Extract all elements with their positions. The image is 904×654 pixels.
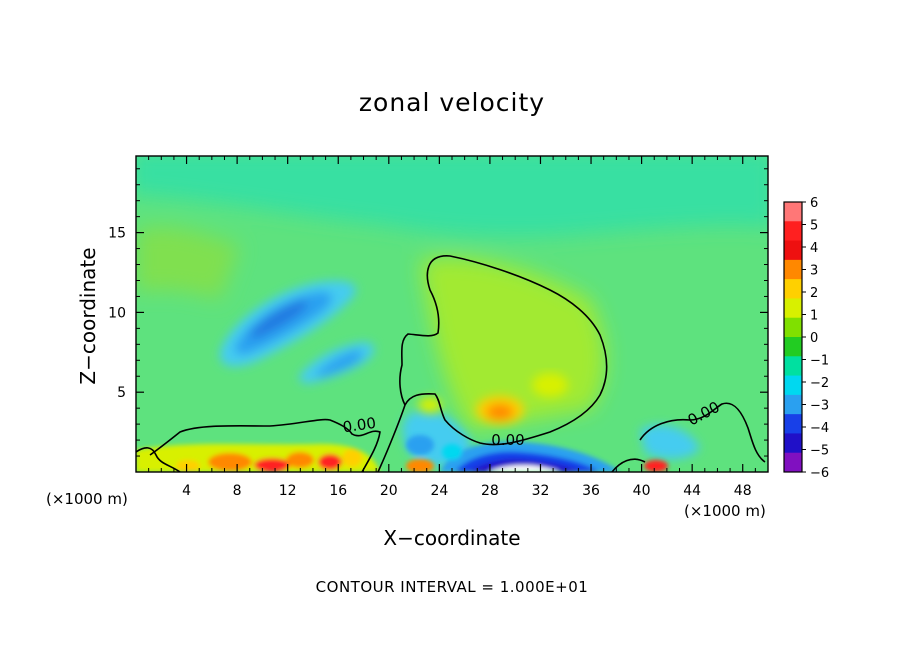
contour-label: 0.00 [342, 414, 378, 436]
x-tick-label: 36 [582, 483, 600, 499]
colorbar: 6 5 4 3 2 1 0 −1 −2 −3 −4 −5 −6 [783, 196, 829, 481]
x-tick-label: 40 [633, 483, 651, 499]
colorbar-swatch [784, 375, 802, 396]
x-tick-label: 28 [481, 483, 499, 499]
colorbar-swatch [784, 240, 802, 261]
colorbar-label: −1 [810, 354, 829, 369]
x-tick-label: 16 [329, 483, 347, 499]
y-tick-label: 5 [117, 385, 126, 401]
z-unit-label: (×1000 m) [46, 490, 128, 508]
colorbar-swatch [784, 279, 802, 299]
x-tick-label: 12 [279, 483, 297, 499]
colorbar-label: 3 [810, 264, 818, 279]
colorbar-swatch [784, 337, 802, 357]
x-tick-label: 48 [734, 483, 752, 499]
colorbar-swatch [784, 452, 802, 473]
colorbar-label: −3 [810, 399, 829, 414]
x-unit-label: (×1000 m) [684, 502, 766, 520]
y-tick-label: 10 [108, 305, 126, 321]
x-tick-label: 4 [182, 483, 191, 499]
x-axis-label: X−coordinate [383, 526, 521, 550]
y-tick-label: 15 [108, 226, 126, 242]
positive-highlights [418, 373, 568, 424]
colorbar-label: 1 [810, 309, 818, 324]
upper-band [136, 156, 768, 430]
x-tick-label: 24 [430, 483, 448, 499]
colorbar-label: 5 [810, 219, 818, 234]
colorbar-swatch [784, 414, 802, 434]
colorbar-label: 2 [810, 286, 818, 301]
colorbar-label: 6 [810, 196, 818, 211]
colorbar-label: −2 [810, 376, 829, 391]
contour-line-2 [377, 255, 608, 472]
contour-line-5 [611, 458, 646, 472]
contour-line-3 [639, 402, 766, 463]
chart-title: zonal velocity [358, 88, 546, 117]
x-tick-label: 32 [532, 483, 550, 499]
colorbar-swatch [784, 202, 802, 222]
colorbar-label: −6 [810, 466, 829, 481]
colorbar-label: −4 [810, 421, 829, 436]
colorbar-label: −5 [810, 444, 829, 459]
contour-interval-note: CONTOUR INTERVAL = 1.000E+01 [315, 578, 589, 596]
colorbar-swatch [784, 433, 802, 454]
colorbar-swatch [784, 317, 802, 338]
colorbar-swatch [784, 221, 802, 242]
colorbar-label: 0 [810, 331, 818, 346]
contour-line-4 [136, 447, 181, 472]
zero-contours [136, 255, 766, 472]
contour-label: 0.00 [491, 431, 524, 449]
velocity-field [136, 156, 768, 472]
colorbar-swatch [784, 298, 802, 319]
colorbar-swatch [784, 356, 802, 377]
contour-line-1 [149, 418, 381, 472]
colorbar-label: 4 [810, 241, 818, 256]
x-tick-label: 44 [683, 483, 701, 499]
colorbar-swatch [784, 394, 802, 415]
x-tick-label: 20 [380, 483, 398, 499]
colorbar-swatch [784, 259, 802, 280]
x-tick-label: 8 [233, 483, 242, 499]
